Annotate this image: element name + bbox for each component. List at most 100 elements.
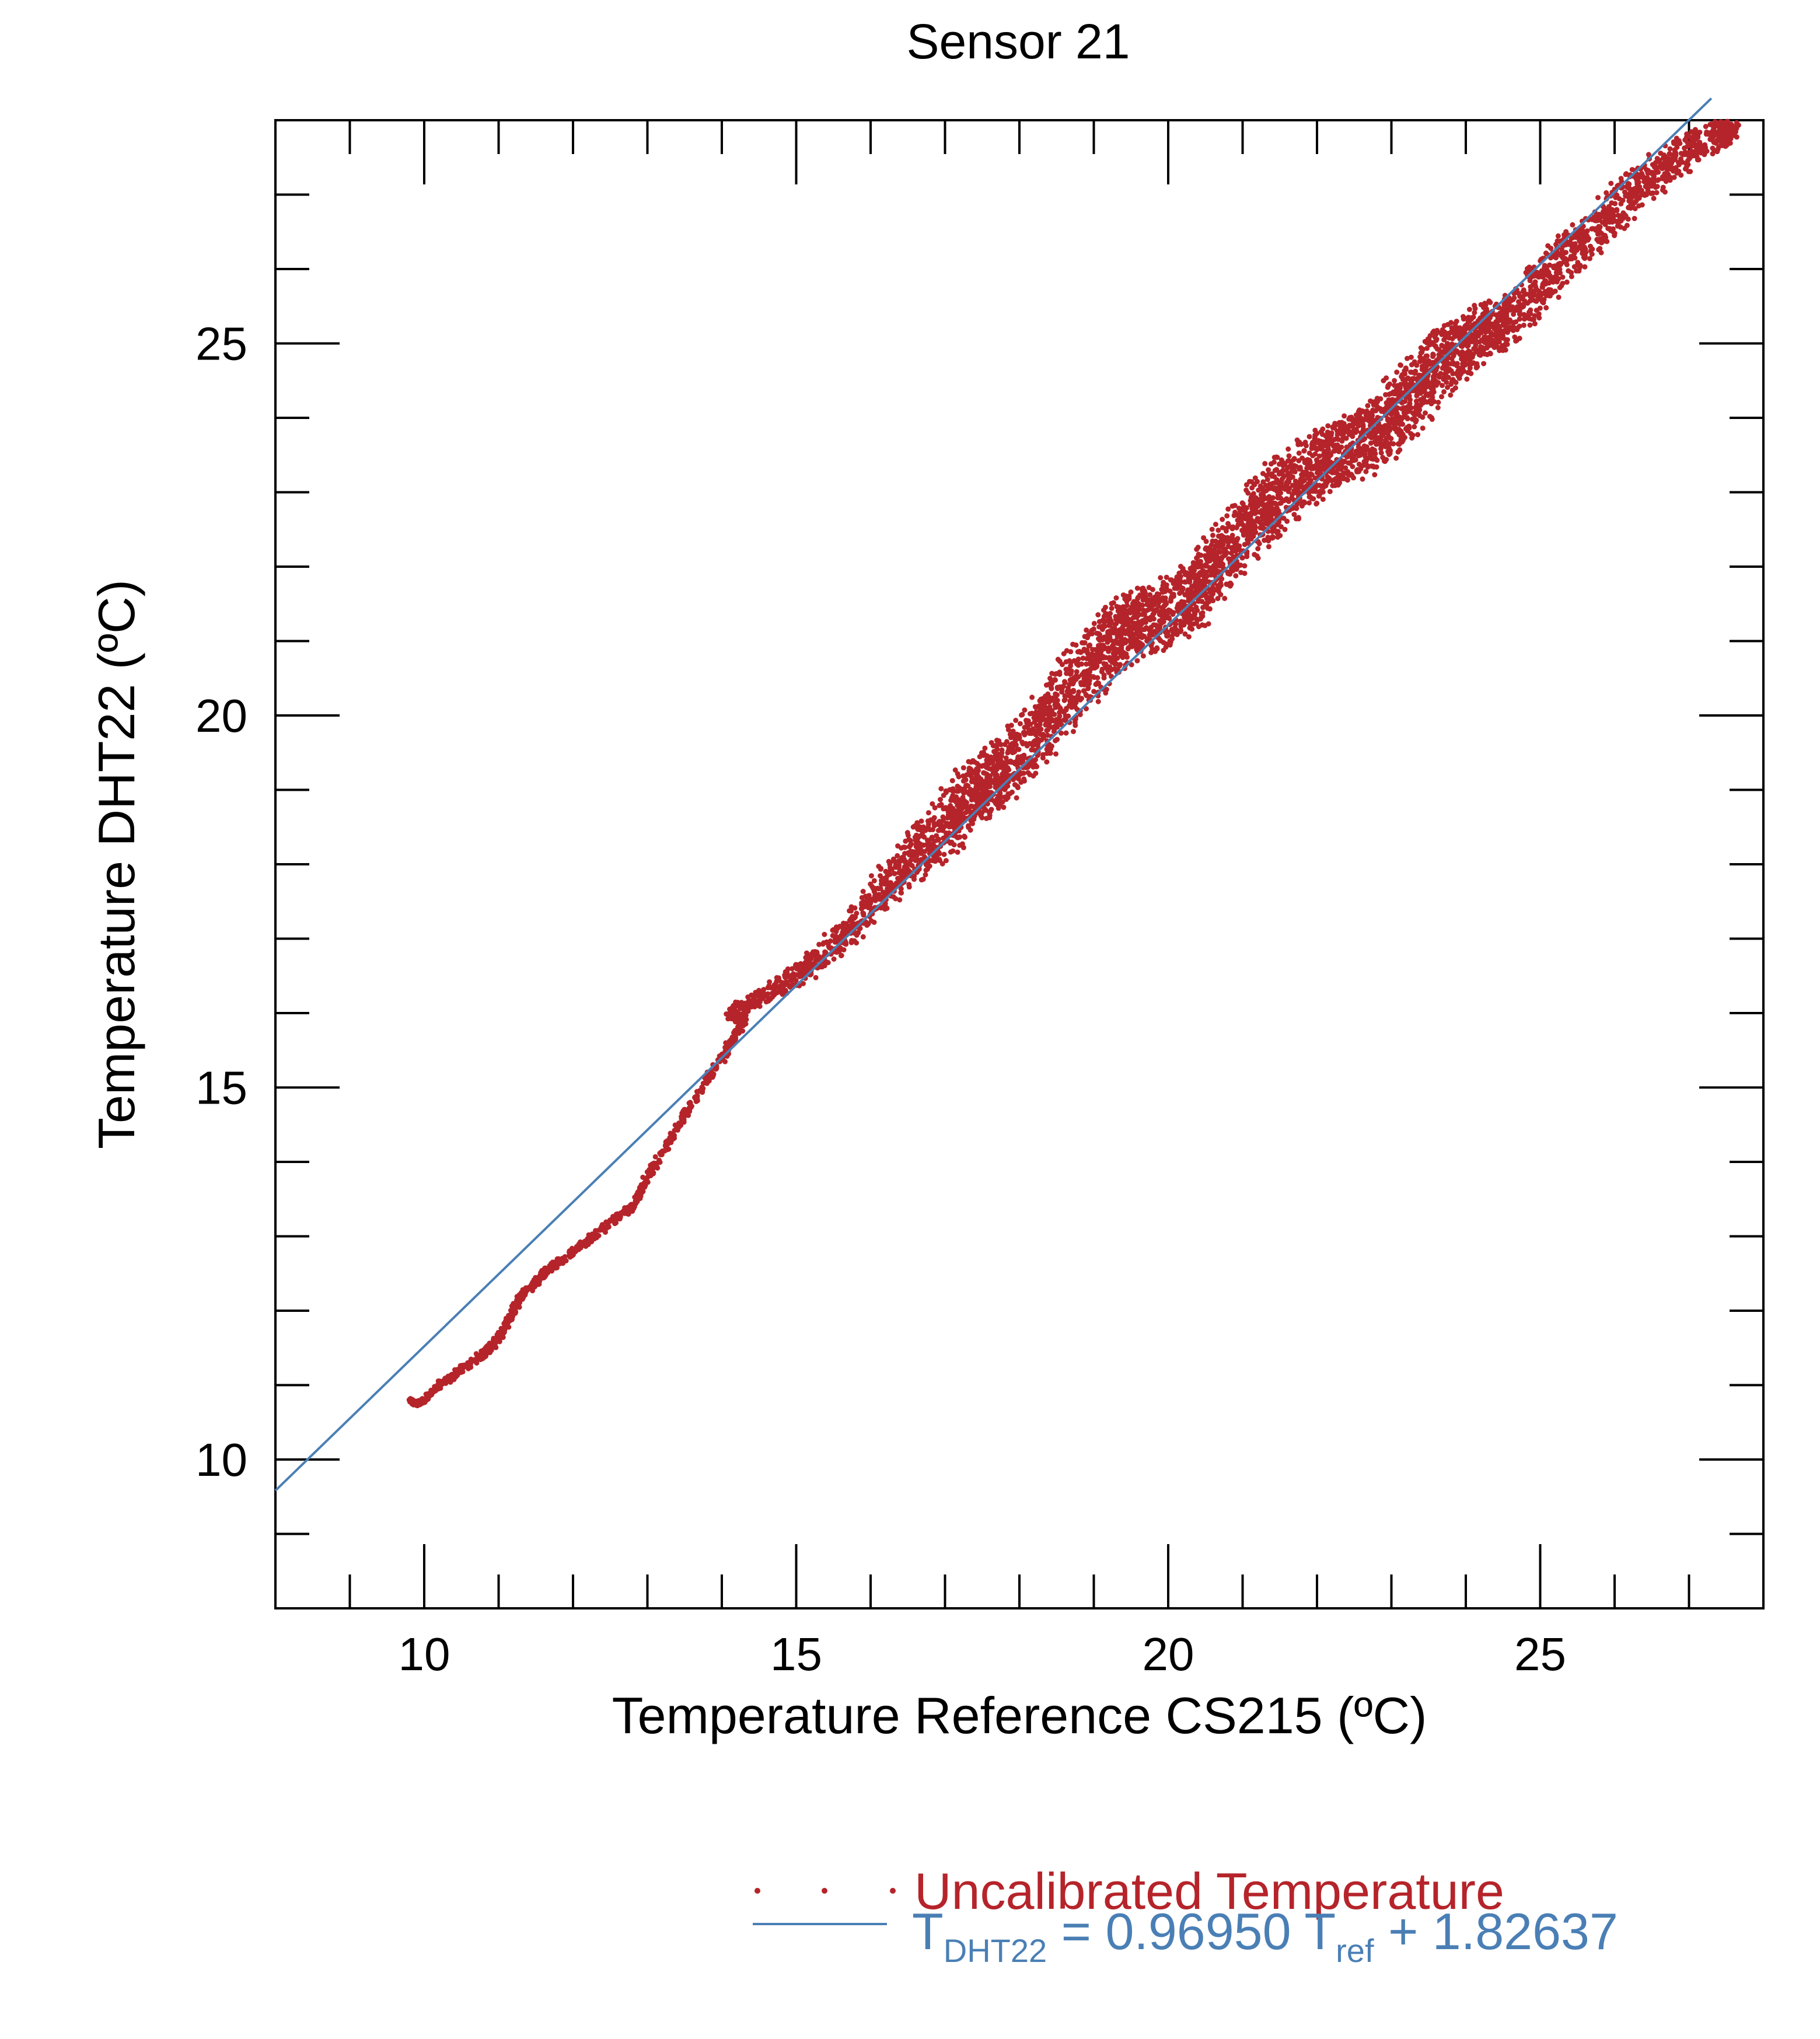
scatter-point <box>1203 563 1208 569</box>
scatter-point <box>1296 451 1302 456</box>
scatter-point <box>1129 640 1134 646</box>
scatter-point <box>1450 371 1456 376</box>
scatter-point <box>1063 707 1069 713</box>
scatter-point <box>1286 453 1292 459</box>
scatter-point <box>943 858 949 864</box>
scatter-point <box>1328 452 1334 458</box>
scatter-point <box>1239 500 1245 506</box>
scatter-point <box>1210 598 1216 603</box>
scatter-point <box>1003 764 1009 770</box>
scatter-point <box>1019 711 1025 717</box>
scatter-point <box>1392 378 1398 383</box>
scatter-point <box>1085 685 1091 690</box>
scatter-point <box>1349 472 1354 477</box>
scatter-point <box>657 1160 663 1165</box>
scatter-point <box>1098 656 1103 662</box>
scatter-point <box>1005 727 1011 732</box>
scatter-point <box>1365 403 1371 409</box>
scatter-point <box>1291 456 1297 462</box>
scatter-point <box>1391 441 1396 446</box>
scatter-point <box>1309 495 1315 501</box>
scatter-point <box>955 835 960 840</box>
scatter-point <box>908 857 914 863</box>
scatter-point <box>1307 500 1312 506</box>
scatter-point <box>866 905 872 910</box>
scatter-point <box>923 862 929 867</box>
scatter-point <box>1395 420 1400 425</box>
scatter-point <box>813 975 819 980</box>
scatter-point <box>878 865 884 871</box>
scatter-point <box>958 811 964 816</box>
scatter-point <box>1071 675 1077 680</box>
scatter-point <box>1047 675 1053 681</box>
scatter-point <box>1441 323 1447 329</box>
scatter-point <box>987 760 993 766</box>
scatter-point <box>1162 595 1168 601</box>
scatter-point <box>1299 472 1304 477</box>
scatter-point <box>917 844 923 850</box>
scatter-point <box>1265 535 1271 540</box>
scatter-point <box>686 1112 691 1118</box>
scatter-point <box>882 900 888 906</box>
scatter-point <box>1021 776 1027 782</box>
scatter-point <box>1068 660 1074 666</box>
scatter-point <box>785 974 791 979</box>
scatter-point <box>438 1380 444 1385</box>
scatter-point <box>906 882 912 888</box>
scatter-point <box>1143 619 1148 625</box>
scatter-point <box>545 1270 551 1276</box>
scatter-point <box>938 802 944 807</box>
scatter-point <box>417 1401 422 1407</box>
scatter-point <box>1176 570 1182 576</box>
scatter-point <box>1117 646 1123 652</box>
scatter-point <box>999 747 1005 753</box>
scatter-point <box>1411 376 1417 382</box>
scatter-point <box>1275 534 1281 540</box>
scatter-point <box>883 877 889 883</box>
scatter-point <box>1122 596 1128 602</box>
scatter-point <box>1102 612 1108 617</box>
scatter-point <box>962 835 967 840</box>
scatter-point <box>929 835 935 840</box>
scatter-point <box>1406 409 1412 414</box>
scatter-point <box>538 1276 544 1282</box>
scatter-point <box>1008 722 1014 728</box>
scatter-point <box>767 979 773 985</box>
scatter-point <box>961 799 967 805</box>
scatter-point <box>1079 661 1084 667</box>
scatter-point <box>1236 543 1242 549</box>
scatter-point <box>1057 684 1063 690</box>
scatter-point <box>1102 634 1108 640</box>
scatter-point <box>1314 501 1319 507</box>
scatter-point <box>1277 484 1283 490</box>
scatter-point <box>1294 480 1300 486</box>
scatter-point <box>1448 392 1454 398</box>
scatter-point <box>1268 483 1274 489</box>
scatter-point <box>576 1241 582 1247</box>
scatter-point <box>964 772 970 778</box>
scatter-point <box>1441 389 1447 394</box>
scatter-point <box>1052 671 1058 677</box>
scatter-point <box>931 843 937 849</box>
scatter-point <box>1120 641 1125 647</box>
scatter-point <box>980 797 986 802</box>
scatter-point <box>1368 453 1374 459</box>
scatter-point <box>1305 474 1311 480</box>
scatter-point <box>1435 405 1441 410</box>
scatter-point <box>520 1287 526 1293</box>
scatter-points <box>406 118 1741 1409</box>
scatter-point <box>1085 633 1091 638</box>
scatter-point <box>914 853 920 858</box>
scatter-point <box>1291 468 1297 474</box>
scatter-point <box>1178 627 1184 633</box>
scatter-point <box>914 833 920 839</box>
scatter-point <box>822 949 828 955</box>
scatter-point <box>507 1318 513 1324</box>
scatter-point <box>1009 789 1015 795</box>
scatter-point <box>746 1005 751 1011</box>
scatter-point <box>1018 771 1024 777</box>
scatter-point <box>512 1308 518 1314</box>
scatter-point <box>1307 434 1312 439</box>
scatter-point <box>1263 473 1269 479</box>
